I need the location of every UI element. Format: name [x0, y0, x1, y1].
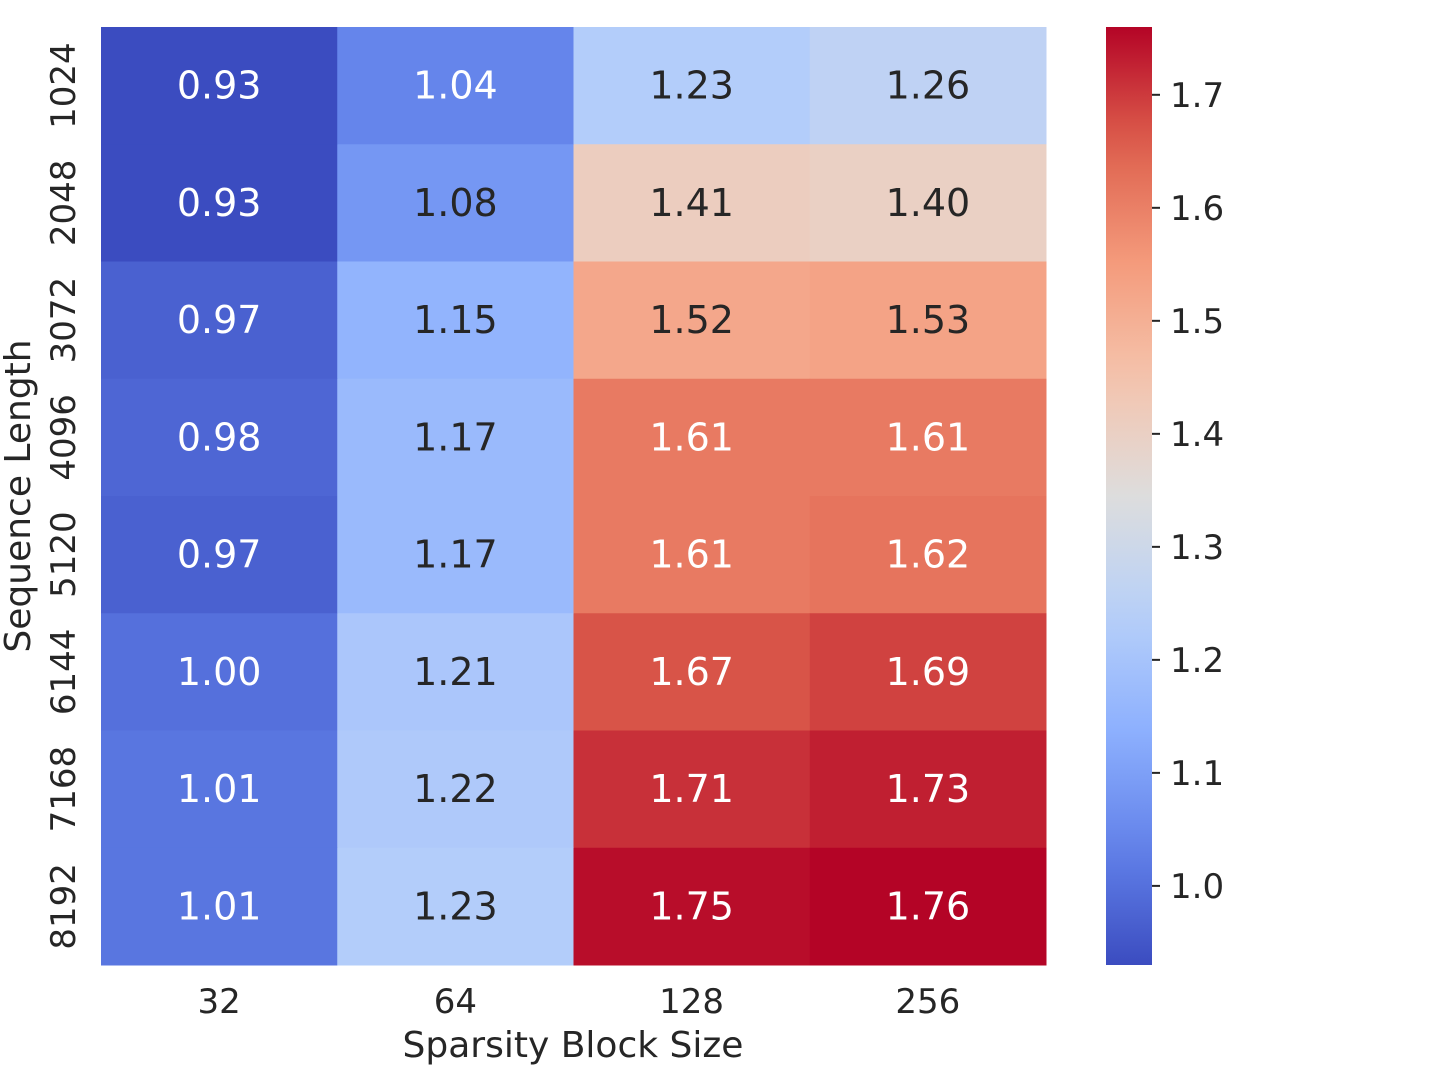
cell-value-label: 1.01: [177, 884, 262, 928]
heatmap-cell: [337, 730, 574, 849]
heatmap-cell: [573, 847, 811, 966]
colorbar-ticks: 1.0 1.1 1.2 1.3 1.4 1.5 1.6 1.7: [1152, 76, 1224, 907]
heatmap-cell: [809, 847, 1047, 966]
y-tick-label: 1024: [44, 42, 84, 129]
heatmap-cell: [101, 730, 338, 849]
heatmap-cell: [337, 27, 574, 145]
cell-value-label: 1.73: [886, 767, 971, 811]
x-axis-ticks: 32 64 128 256: [197, 982, 960, 1022]
heatmap-cell: [101, 378, 338, 497]
cell-value-label: 1.76: [886, 884, 971, 928]
heatmap-cell: [337, 144, 574, 262]
heatmap-cell: [101, 496, 338, 614]
x-tick-label: 128: [659, 982, 724, 1022]
cell-value-label: 1.61: [886, 415, 971, 459]
heatmap-cell: [809, 27, 1047, 145]
colorbar-tick-label: 1.2: [1170, 641, 1224, 681]
x-tick-label: 256: [895, 982, 960, 1022]
heatmap-cell: [573, 378, 811, 497]
cell-value-label: 1.15: [413, 298, 498, 342]
x-tick-label: 64: [434, 982, 477, 1022]
heatmap-cell: [101, 261, 338, 380]
heatmap-cell: [101, 847, 338, 966]
cell-value-label: 1.00: [177, 650, 262, 694]
y-tick-label: 6144: [44, 629, 84, 716]
cell-value-label: 1.08: [413, 181, 498, 225]
heatmap-cell: [573, 496, 811, 614]
x-tick-label: 32: [197, 982, 240, 1022]
colorbar-tick-label: 1.1: [1170, 754, 1224, 794]
cell-value-label: 1.01: [177, 767, 262, 811]
heatmap-cells: 0.93 1.04 1.23 1.26 0.93 1.08 1.41 1.40 0.97 1.15…: [101, 27, 1047, 966]
cell-value-label: 1.21: [413, 650, 498, 694]
colorbar: [1106, 27, 1152, 965]
cell-value-label: 1.23: [649, 64, 734, 108]
cell-value-label: 1.61: [649, 533, 734, 577]
heatmap-cell: [101, 27, 338, 145]
y-tick-label: 7168: [44, 746, 84, 833]
y-tick-label: 2048: [44, 160, 84, 247]
x-axis-label: Sparsity Block Size: [403, 1025, 744, 1066]
y-tick-label: 8192: [44, 863, 84, 950]
y-tick-label: 4096: [44, 394, 84, 481]
colorbar-tick-label: 1.0: [1170, 867, 1224, 907]
y-tick-label: 5120: [44, 511, 84, 598]
y-axis-label: Sequence Length: [0, 339, 39, 652]
heatmap-cell: [101, 144, 338, 262]
y-tick-label: 3072: [44, 277, 84, 364]
colorbar-tick-label: 1.3: [1170, 528, 1224, 568]
cell-value-label: 1.69: [886, 650, 971, 694]
heatmap-cell: [809, 496, 1047, 614]
heatmap-cell: [809, 144, 1047, 262]
cell-value-label: 1.75: [649, 884, 734, 928]
heatmap-cell: [101, 613, 338, 731]
cell-value-label: 0.97: [177, 533, 262, 577]
cell-value-label: 1.17: [413, 533, 498, 577]
cell-value-label: 1.61: [649, 415, 734, 459]
cell-value-label: 1.26: [886, 64, 971, 108]
cell-value-label: 1.04: [413, 64, 498, 108]
heatmap-cell: [337, 261, 574, 380]
heatmap-cell: [573, 144, 811, 262]
heatmap-cell: [573, 261, 811, 380]
cell-value-label: 1.67: [649, 650, 734, 694]
colorbar-tick-label: 1.4: [1170, 415, 1224, 455]
colorbar-tick-label: 1.6: [1170, 189, 1224, 229]
heatmap-cell: [809, 613, 1047, 731]
y-axis-ticks: 1024 2048 3072 4096 5120 6144 7168 8192: [44, 42, 84, 949]
cell-value-label: 1.41: [649, 181, 734, 225]
cell-value-label: 1.22: [413, 767, 498, 811]
heatmap-cell: [337, 496, 574, 614]
heatmap-cell: [573, 613, 811, 731]
heatmap-cell: [337, 378, 574, 497]
heatmap-cell: [573, 730, 811, 849]
heatmap-cell: [337, 847, 574, 966]
cell-value-label: 1.52: [649, 298, 734, 342]
cell-value-label: 1.62: [886, 533, 971, 577]
heatmap-cell: [809, 730, 1047, 849]
cell-value-label: 1.40: [886, 181, 971, 225]
cell-value-label: 0.97: [177, 298, 262, 342]
cell-value-label: 0.93: [177, 64, 262, 108]
heatmap-cell: [573, 27, 811, 145]
heatmap-cell: [809, 378, 1047, 497]
heatmap-cell: [337, 613, 574, 731]
colorbar-tick-label: 1.5: [1170, 302, 1224, 342]
cell-value-label: 1.53: [886, 298, 971, 342]
cell-value-label: 1.71: [649, 767, 734, 811]
cell-value-label: 1.23: [413, 884, 498, 928]
cell-value-label: 1.17: [413, 415, 498, 459]
colorbar-tick-label: 1.7: [1170, 76, 1224, 116]
heatmap-cell: [809, 261, 1047, 380]
cell-value-label: 0.93: [177, 181, 262, 225]
cell-value-label: 0.98: [177, 415, 262, 459]
